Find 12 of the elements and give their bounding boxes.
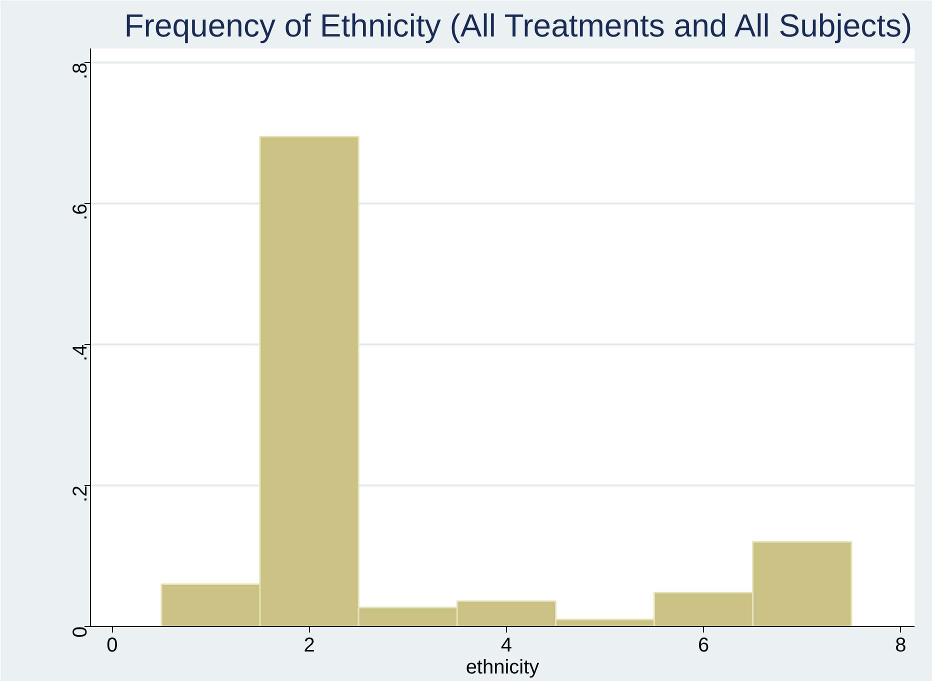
- y-tick-label: 0: [70, 626, 92, 638]
- x-tick-label: 8: [895, 634, 906, 656]
- x-tick-label: 6: [698, 634, 710, 656]
- y-tick-label: .6: [70, 204, 92, 220]
- chart-title: Frequency of Ethnicity (All Treatments and All Subjects): [124, 8, 912, 44]
- x-tick-label: 2: [304, 634, 315, 656]
- y-tick-label: .8: [70, 62, 92, 80]
- x-axis-title: ethnicity: [466, 656, 540, 678]
- y-tick-label: .2: [70, 486, 92, 502]
- y-tick-label: .4: [70, 344, 92, 362]
- x-tick-label: 4: [500, 634, 512, 656]
- x-tick-label: 0: [106, 634, 118, 656]
